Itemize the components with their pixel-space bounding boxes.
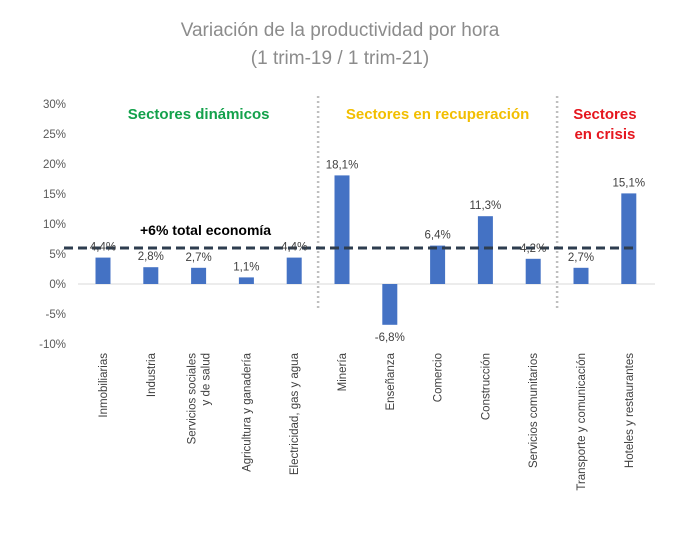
data-label: 2,7% [185,252,211,264]
group-label: Sectores en recuperación [346,106,529,123]
category-label: Comercio [433,353,445,402]
category-labels: Inmobiliarias Industria Servicios sociales… [98,352,636,490]
category-label: Minería [337,352,349,391]
chart-title: Variación de la productividad por hora (1… [181,20,500,69]
bars [95,175,637,325]
y-tick-label: 15% [43,189,66,201]
data-label: -6,8% [375,332,405,344]
category-label: y de salud [201,353,213,405]
y-tick-label: 20% [43,159,66,171]
category-label: Agricultura y ganadería [241,352,253,472]
data-label: 18,1% [326,159,359,171]
data-label: 2,7% [568,252,594,264]
bar [191,267,207,284]
data-label: 1,1% [233,261,259,273]
category-label: Enseñanza [385,352,397,410]
category-label: Transporte y comunicación [576,353,588,491]
bar [95,257,111,284]
reference-line: +6% total economía [64,222,633,250]
y-tick-label: 5% [49,249,66,261]
category-label: Servicios sociales [187,353,199,445]
data-label: 4,2% [520,243,546,255]
group-labels: Sectores dinámicos Sectores en recuperaci… [128,106,637,143]
data-label: 4,4% [281,242,307,254]
y-tick-label: 10% [43,219,66,231]
group-label: Sectores dinámicos [128,106,270,123]
bar [477,216,493,284]
bar [334,175,350,284]
bar [525,258,541,284]
chart-title-line: (1 trim-19 / 1 trim-21) [251,48,429,69]
data-labels: 4,4% 2,8% 2,7% 1,1% 4,4% 18,1% -6,8% 6,4% 11,3% 4… [90,159,645,343]
data-label: 2,8% [138,251,164,263]
category-label: Construcción [480,353,492,420]
y-tick-label: -5% [46,309,66,321]
y-tick-label: 25% [43,129,66,141]
data-label: 15,1% [612,177,645,189]
bar [382,284,398,325]
bar [573,267,589,284]
category-label: Hoteles y restaurantes [624,353,636,468]
bar [143,267,159,284]
data-label: 4,4% [90,242,116,254]
category-label: Electricidad, gas y agua [289,352,301,475]
chart-title-line: Variación de la productividad por hora [181,20,500,41]
total-economy-label: +6% total economía [140,222,271,238]
y-tick-label: -10% [39,339,66,351]
bar [430,245,446,284]
data-label: 11,3% [470,200,502,212]
group-separators [316,96,559,310]
bar [238,277,254,284]
category-label: Industria [146,352,158,397]
group-label: en crisis [574,126,635,143]
y-tick-label: 30% [43,99,66,111]
data-label: 6,4% [424,230,450,242]
category-label: Servicios comunitarios [528,353,540,468]
y-tick-label: 0% [49,279,66,291]
bar [621,193,637,284]
category-label: Inmobiliarias [98,353,110,418]
y-axis: 30% 25% 20% 15% 10% 5% 0% -5% -10% [39,99,655,351]
bar [286,257,302,284]
group-label: Sectores [573,106,636,123]
